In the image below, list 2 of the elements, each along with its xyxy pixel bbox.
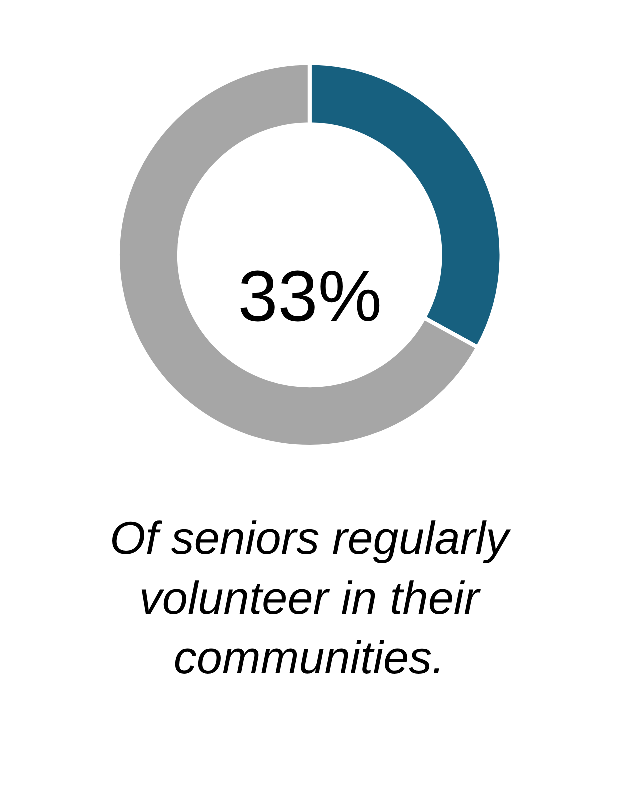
text: 33% xyxy=(238,257,382,337)
text: Of seniors regularly volunteer in their communities. xyxy=(110,512,512,684)
